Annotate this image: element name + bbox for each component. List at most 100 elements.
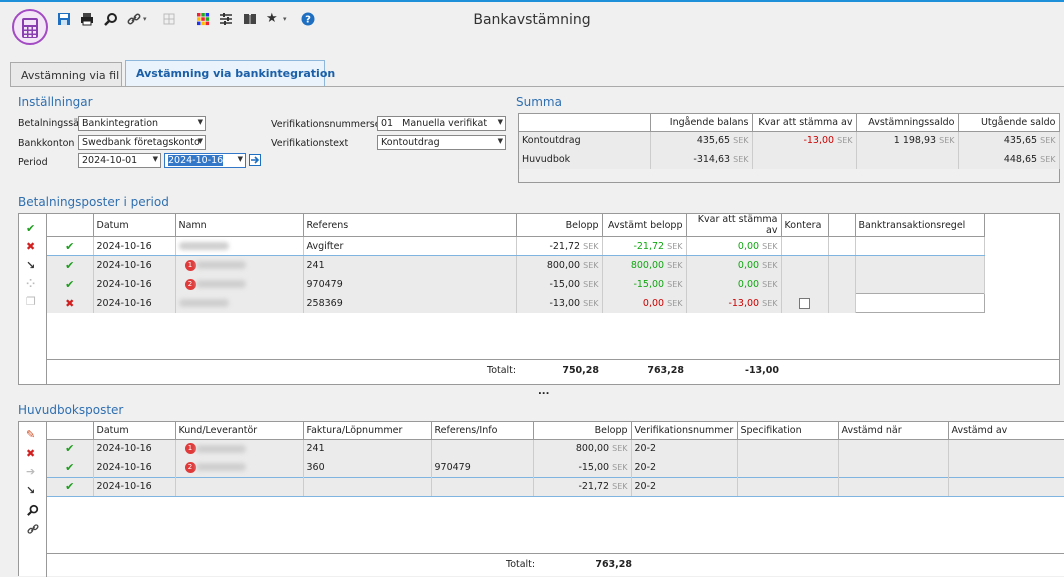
col-header[interactable]: Specifikation	[737, 422, 839, 440]
col-header[interactable]: Avstämd av	[948, 422, 1064, 440]
summa-value: 1 198,93	[893, 135, 937, 147]
col-header[interactable]: Avstämd när	[838, 422, 949, 440]
col-header[interactable]: Kund/Leverantör	[175, 422, 304, 440]
col-header[interactable]: Verifikationsnummer	[631, 422, 738, 440]
currency: SEK	[583, 260, 599, 270]
verifikationsnummerserier-label: Verifikationsnummerserier	[271, 119, 397, 130]
link-dropdown-chevron-icon[interactable]: ▾	[143, 15, 147, 23]
currency: SEK	[667, 298, 683, 308]
bankkonton-select[interactable]: Swedbank företagskonto ▼	[78, 135, 206, 150]
approve-check-icon[interactable]: ✔	[26, 222, 36, 235]
match-arrow-icon[interactable]: ↘	[26, 484, 36, 497]
summa-value: 435,65	[696, 135, 731, 147]
verifikationstext-select[interactable]: Kontoutdrag ▼	[377, 135, 506, 150]
arrow-right-disabled-icon: ➔	[26, 465, 36, 478]
currency: SEK	[667, 260, 683, 270]
favorite-star-icon[interactable]: ★	[266, 11, 278, 26]
col-header[interactable]: Belopp	[533, 422, 632, 440]
verserier-num: 01	[381, 118, 394, 129]
bankkonton-label: Bankkonton	[18, 138, 75, 149]
matched-check-icon: ✔	[65, 442, 75, 456]
go-arrow-icon[interactable]	[249, 154, 261, 166]
link-icon[interactable]	[127, 12, 141, 26]
redacted-name	[178, 299, 229, 307]
col-header[interactable]: Datum	[93, 214, 176, 237]
banktransaktionsregel-input[interactable]	[854, 293, 985, 313]
favorite-dropdown-chevron-icon[interactable]: ▾	[283, 15, 287, 23]
currency: SEK	[762, 241, 778, 251]
cell-belopp: -21,72	[578, 481, 610, 492]
kontera-checkbox[interactable]	[799, 297, 810, 309]
verserier-value: Manuella verifikat	[402, 118, 488, 129]
tab-avstamning-via-fil[interactable]: Avstämning via fil	[10, 62, 122, 86]
table-row[interactable]: ✔ 2024-10-16 -21,72 SEK 20-2	[47, 476, 1064, 497]
chevron-down-icon: ▼	[237, 155, 243, 163]
matched-check-icon: ✔	[65, 239, 75, 253]
print-icon[interactable]	[80, 12, 94, 26]
period-from-input[interactable]: 2024-10-01 ▼	[78, 153, 161, 168]
table-row[interactable]: ✔ 2024-10-16 Avgifter -21,72 SEK -21,72 SEK 0…	[47, 236, 985, 256]
search-icon[interactable]	[27, 504, 39, 516]
currency: SEK	[733, 136, 749, 146]
totals-label: Totalt:	[487, 365, 517, 376]
cell-referens: 970479	[431, 458, 534, 477]
col-header[interactable]: Belopp	[516, 214, 603, 237]
remove-x-icon[interactable]: ✖	[26, 447, 36, 460]
cell-belopp: -15,00	[549, 278, 581, 290]
cell-datum: 2024-10-16	[93, 293, 176, 313]
redacted-name	[195, 444, 246, 453]
currency: SEK	[733, 155, 749, 164]
table-row[interactable]: ✔ 2024-10-16 1 241 800,00 SEK 800,00 SEK 0,00 …	[47, 255, 985, 275]
col-header[interactable]: Datum	[93, 422, 176, 440]
table-row[interactable]: ✔ 2024-10-16 1 241 800,00 SEK 20-2	[47, 439, 1064, 458]
search-icon[interactable]	[104, 12, 118, 26]
cell-verifikation: 20-2	[631, 439, 738, 458]
currency: SEK	[762, 279, 778, 289]
save-icon[interactable]	[57, 12, 71, 26]
color-grid-icon[interactable]	[196, 12, 210, 26]
period-to-input[interactable]: 2024-10-16 ▼	[164, 153, 246, 168]
col-header[interactable]: Kvar att stämma av	[686, 214, 782, 237]
col-header[interactable]: Avstämt belopp	[602, 214, 687, 237]
cell-avstamt: -15,00	[633, 278, 665, 290]
betalningssatt-select[interactable]: Bankintegration ▼	[78, 116, 206, 131]
cell-faktura	[303, 476, 432, 497]
cell-datum: 2024-10-16	[93, 439, 176, 458]
col-header[interactable]: Faktura/Löpnummer	[303, 422, 432, 440]
summa-row-label: Kontoutdrag	[519, 131, 651, 150]
currency: SEK	[612, 482, 628, 491]
currency: SEK	[612, 444, 628, 454]
col-header[interactable]: Kontera	[781, 214, 829, 237]
col-header[interactable]: Namn	[175, 214, 304, 237]
summa-header: Kvar att stämma av	[752, 114, 857, 132]
cell-belopp: 800,00	[575, 443, 610, 455]
svg-text:?: ?	[305, 15, 311, 26]
col-header[interactable]: Referens	[303, 214, 517, 237]
book-icon[interactable]	[243, 12, 257, 26]
edit-pen-icon[interactable]: ✎	[26, 428, 36, 441]
cell-kvar: -13,00	[728, 297, 760, 309]
col-header[interactable]: Banktransaktionsregel	[855, 214, 985, 237]
grid-disabled-icon	[163, 13, 175, 25]
match-arrow-icon[interactable]: ↘	[26, 259, 36, 272]
redacted-name	[195, 280, 246, 288]
summa-row-kontoutdrag: Kontoutdrag 435,65 SEK -13,00 SEK 1 198,93 …	[519, 131, 1060, 150]
table-row[interactable]: ✖ 2024-10-16 258369 -13,00 SEK 0,00 SEK -13,0…	[47, 293, 985, 313]
cell-kvar: 0,00	[737, 278, 760, 290]
help-icon[interactable]: ?	[301, 12, 315, 26]
link-icon[interactable]	[27, 523, 39, 535]
remove-x-icon[interactable]: ✖	[26, 240, 36, 253]
cell-referens: 970479	[303, 274, 517, 294]
cell-avstamt: 800,00	[630, 259, 665, 271]
splitter-handle[interactable]: ...	[538, 386, 550, 397]
table-row[interactable]: ✔ 2024-10-16 2 360 970479 -15,00 SEK 20-2	[47, 458, 1064, 477]
total-belopp: 763,28	[595, 559, 632, 570]
title-bar: ▾ ★ ▾ ? Bankavstämning	[0, 0, 1064, 45]
verifikationsnummerserier-select[interactable]: 01 Manuella verifikat ▼	[377, 116, 506, 131]
table-row[interactable]: ✔ 2024-10-16 2 970479 -15,00 SEK -15,00 SEK 0,…	[47, 274, 985, 294]
col-header[interactable]: Referens/Info	[431, 422, 534, 440]
tab-avstamning-via-bankintegration[interactable]: Avstämning via bankintegration	[125, 60, 335, 86]
settings-sliders-icon[interactable]	[219, 12, 233, 26]
currency: SEK	[612, 462, 628, 472]
currency: SEK	[1040, 136, 1056, 146]
